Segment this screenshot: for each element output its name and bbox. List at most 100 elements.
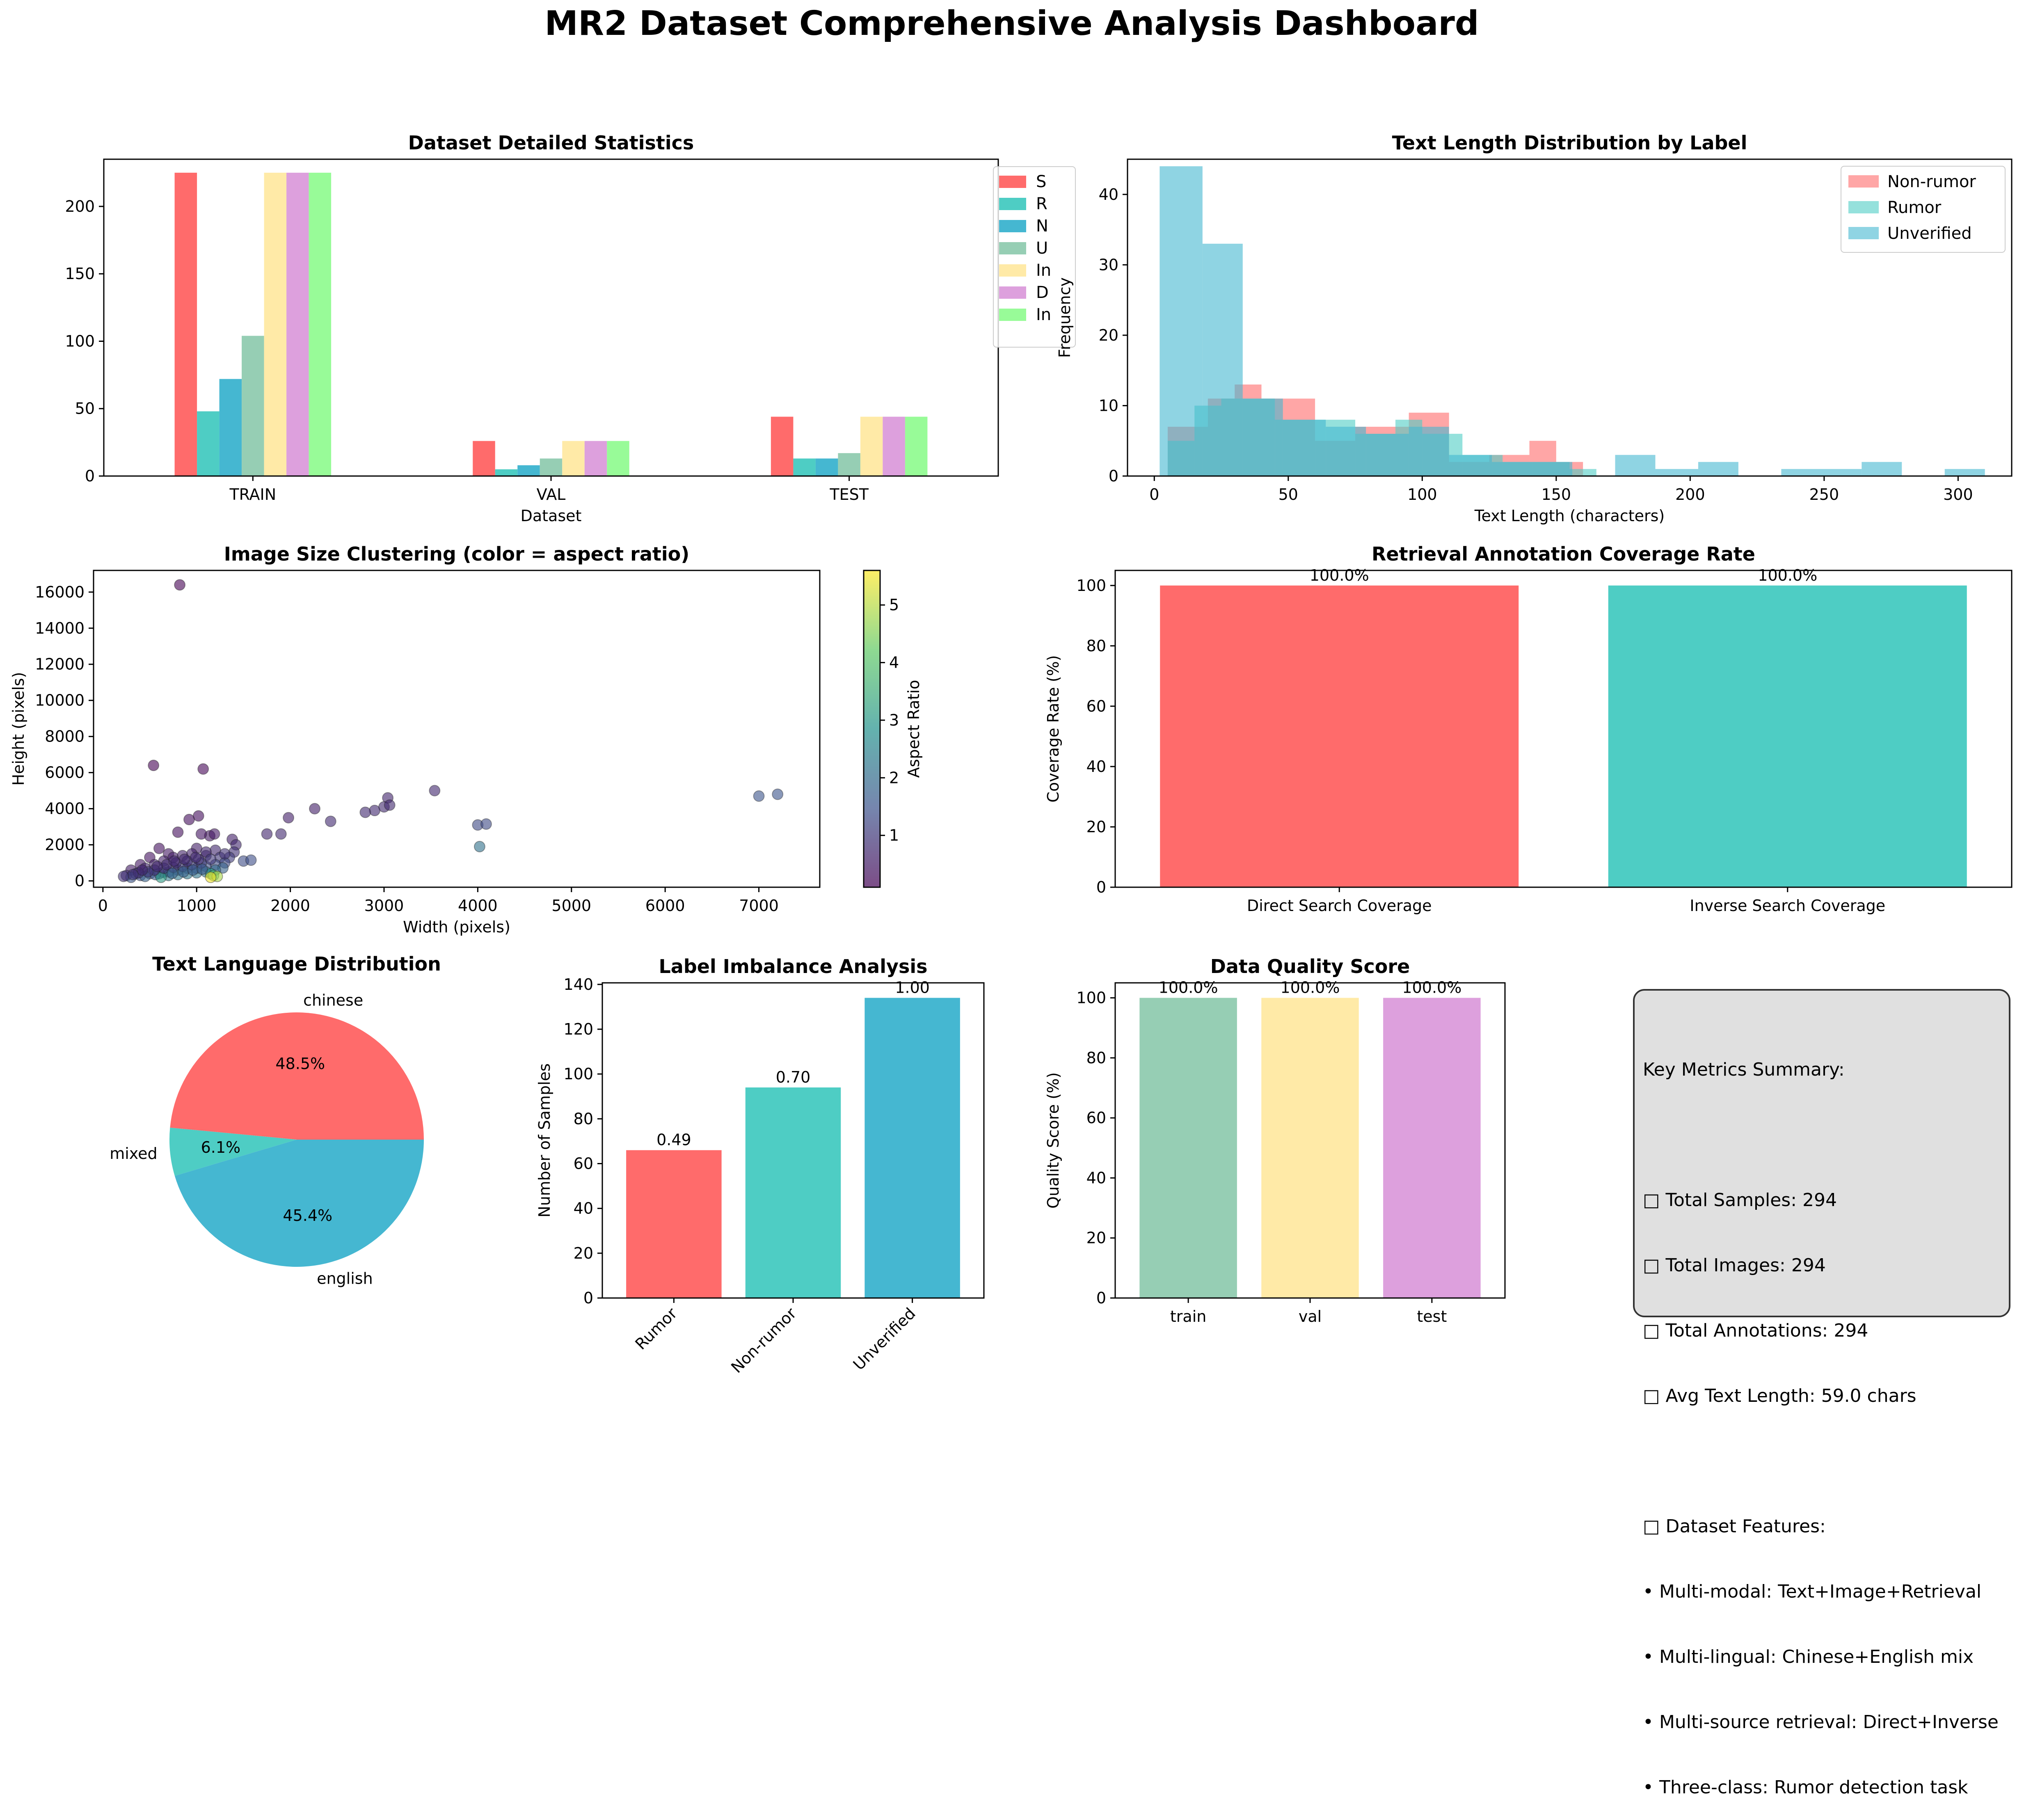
scatter-point	[153, 842, 165, 854]
hist-bar	[1532, 462, 1573, 476]
scatter-point	[283, 812, 295, 824]
colorbar-tick-label: 5	[889, 596, 899, 614]
y-tick-label: 8000	[45, 728, 85, 746]
hist-bar	[1655, 469, 1698, 476]
scatter-point	[178, 866, 190, 878]
bar	[607, 441, 629, 476]
dashboard-canvas: MR2 Dataset Comprehensive Analysis Dashb…	[9, 4, 2013, 1376]
legend-label: R	[1036, 195, 1047, 213]
axes-frame	[93, 570, 821, 888]
summary-line: • Multi-lingual: Chinese+English mix	[1643, 1646, 1974, 1667]
y-tick-label: 100	[65, 332, 95, 350]
scatter-point	[261, 828, 273, 840]
bar	[219, 379, 242, 476]
y-tick-label: 2000	[45, 836, 85, 854]
scatter-point	[195, 828, 207, 840]
x-tick-label: 150	[1541, 485, 1571, 504]
legend-frame	[1841, 166, 2006, 253]
x-tick-label: 0	[98, 897, 108, 915]
y-tick-label: 20	[1086, 818, 1106, 836]
data-label: 100.0%	[1402, 979, 1461, 997]
x-tick-label: 3000	[364, 897, 404, 915]
y-tick-label: 200	[65, 197, 95, 215]
scatter-point	[174, 579, 186, 591]
legend-swatch	[999, 286, 1026, 299]
y-tick-label: 10000	[35, 691, 85, 710]
data-label: 0.70	[776, 1068, 811, 1086]
plot-area	[1139, 998, 1481, 1298]
bar	[745, 1087, 841, 1298]
y-tick-label: 100	[563, 1065, 593, 1083]
scatter-point	[325, 815, 336, 827]
bar	[905, 417, 928, 476]
bar	[174, 172, 197, 476]
x-tick-label: 7000	[739, 897, 779, 915]
scatter-point	[127, 869, 139, 881]
summary-line: • Three-class: Rumor detection task	[1643, 1777, 1968, 1798]
scatter-point	[473, 841, 485, 853]
plot-area	[626, 998, 960, 1298]
chart-title: Label Imbalance Analysis	[659, 955, 928, 978]
y-tick-label: 80	[1086, 637, 1106, 655]
y-tick-label: 0	[1109, 467, 1118, 485]
summary-line: □ Dataset Features:	[1643, 1516, 1826, 1537]
hist-bar	[1862, 462, 1902, 476]
bar	[815, 458, 838, 476]
legend-label: S	[1036, 172, 1046, 191]
summary-line	[1643, 1450, 2009, 1472]
x-axis-label: Text Length (characters)	[1474, 507, 1665, 525]
scatter-point	[166, 868, 178, 879]
pie-label: english	[317, 1269, 373, 1287]
legend-swatch	[999, 264, 1026, 277]
y-tick-label: 40	[574, 1200, 593, 1218]
chart-title: Text Language Distribution	[152, 953, 441, 975]
legend-label: Unverified	[1887, 224, 1972, 243]
y-tick-label: 10	[1099, 396, 1118, 414]
y-tick-label: 16000	[35, 583, 85, 601]
y-tick-label: 60	[1086, 697, 1106, 715]
data-label: 100.0%	[1758, 566, 1817, 584]
chart-title: Dataset Detailed Statistics	[408, 132, 694, 154]
chart-text-length-histogram: 0 10 20 30 40 0 50 100 150 200 250 300 Text Length (…	[1056, 132, 2013, 525]
scatter-point	[219, 848, 231, 860]
summary-line: □ Total Annotations: 294	[1643, 1320, 1868, 1341]
hist-bar	[1449, 455, 1492, 476]
legend-swatch	[1848, 201, 1879, 213]
scatter-point	[429, 785, 441, 797]
bar	[1160, 585, 1519, 887]
scatter-point	[205, 871, 217, 883]
bar	[1608, 585, 1967, 887]
hist-bar	[1492, 462, 1532, 476]
bar	[584, 441, 607, 476]
plot-area	[1160, 585, 1967, 887]
y-tick-label: 150	[65, 265, 95, 283]
hist-bar	[1409, 426, 1449, 476]
y-tick-label: 20	[1099, 326, 1118, 344]
bar	[1261, 998, 1359, 1298]
y-tick-label: 60	[574, 1154, 593, 1172]
y-tick-label: 0	[583, 1289, 593, 1307]
x-tick-label: 0	[1149, 485, 1159, 504]
x-tick-label: 100	[1407, 485, 1437, 504]
y-tick-label: 30	[1099, 256, 1118, 274]
x-tick-label: TRAIN	[229, 485, 276, 504]
y-tick-label: 0	[1096, 1289, 1106, 1307]
hist-bar	[1326, 426, 1366, 476]
plot-area	[174, 172, 928, 476]
pie-pct-label: 45.4%	[283, 1206, 332, 1225]
colorbar	[863, 570, 881, 888]
scatter-point	[205, 853, 217, 865]
x-tick-label: 2000	[270, 897, 310, 915]
chart-label-imbalance: 0.49 0.70 1.00 0 20 40 60 80 100 120 140 Rumor Non-r…	[535, 955, 985, 1376]
scatter-point	[753, 790, 765, 802]
legend-label: Non-rumor	[1887, 172, 1976, 191]
y-tick-label: 4000	[45, 800, 85, 818]
page-title: MR2 Dataset Comprehensive Analysis Dashb…	[544, 4, 1479, 43]
hist-bar	[1944, 469, 1985, 476]
x-axis-label: Width (pixels)	[403, 918, 510, 936]
scatter-point	[172, 826, 184, 838]
chart-retrieval-coverage: 100.0% 100.0% 0 20 40 60 80 100 Direct Search Co…	[1044, 543, 2013, 915]
y-tick-label: 0	[85, 467, 95, 485]
